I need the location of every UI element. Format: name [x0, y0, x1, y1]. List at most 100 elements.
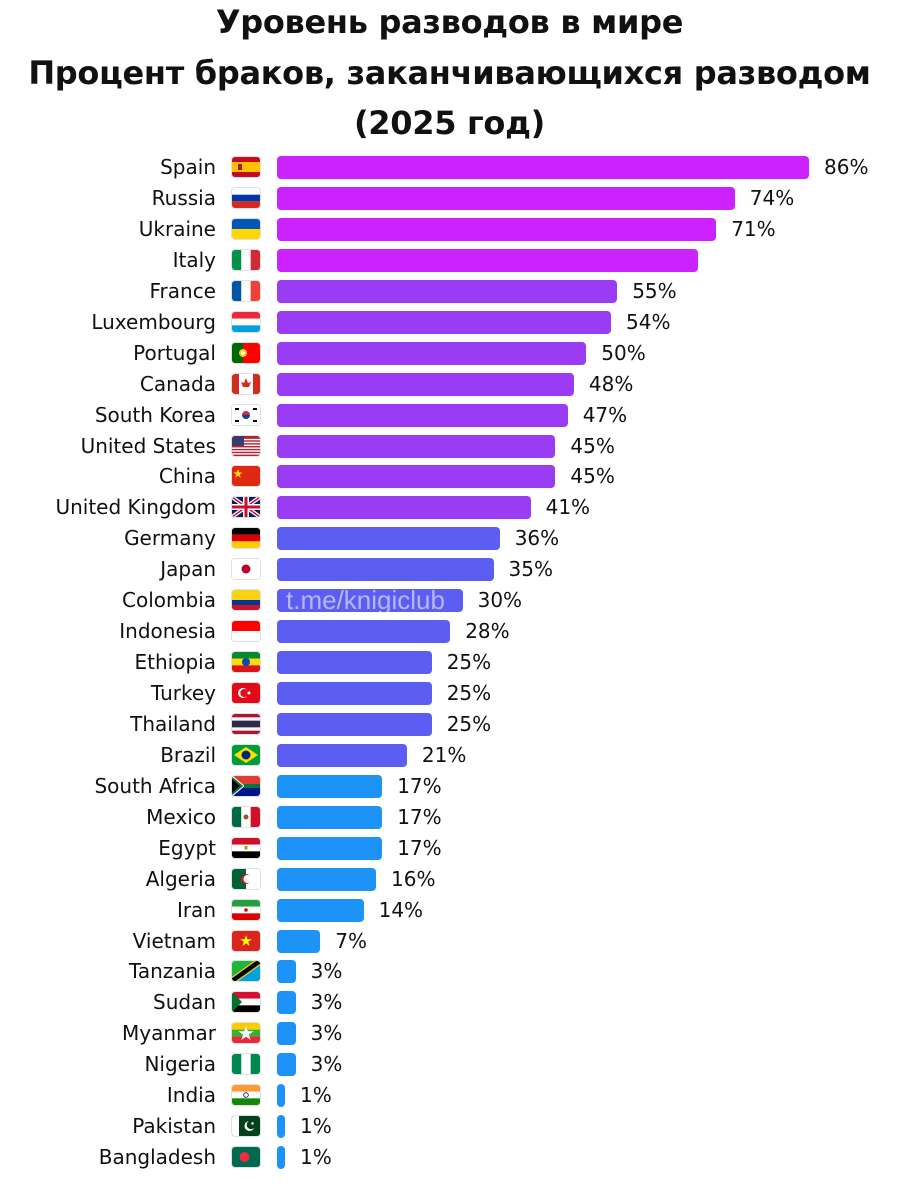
bar-row: France 55% [0, 276, 899, 307]
bar [277, 465, 556, 489]
bar-row: Canada 48% [0, 369, 899, 400]
value-label: 3% [310, 1052, 343, 1077]
value-label: 28% [465, 619, 510, 644]
japan-flag-icon [232, 559, 260, 580]
algeria-flag-icon [232, 868, 260, 889]
country-label: Russia [151, 185, 216, 210]
turkey-flag-icon [232, 683, 260, 703]
tanzania-flag-icon [232, 961, 260, 982]
country-label: Pakistan [132, 1114, 216, 1139]
bar-row: Italy [0, 245, 899, 276]
value-label: 25% [446, 711, 492, 736]
bar [277, 186, 735, 210]
country-label: Nigeria [144, 1052, 216, 1077]
value-label: 3% [310, 959, 343, 984]
country-label: Tanzania [128, 959, 216, 984]
ukraine-flag-icon [232, 218, 260, 239]
chart-year: (2025 год) [353, 104, 545, 142]
vietnam-flag-icon [232, 930, 260, 951]
value-label: 41% [545, 495, 591, 520]
bar-row: Iran 14% [0, 895, 899, 926]
bar-row: China 45% [0, 461, 899, 492]
brazil-flag-icon [232, 744, 260, 765]
value-label: 21% [421, 742, 467, 767]
bar [277, 960, 296, 984]
country-label: Indonesia [119, 619, 216, 644]
bar [277, 558, 494, 582]
bar [277, 805, 383, 829]
country-label: Germany [124, 526, 216, 551]
portugal-flag-icon [232, 342, 260, 363]
country-label: United Kingdom [55, 495, 216, 520]
bar-row: Portugal 50% [0, 338, 899, 369]
mexico-flag-icon [232, 806, 260, 827]
chart-subtitle: Процент браков, заканчивающихся разводом [28, 54, 871, 92]
bar [277, 620, 451, 644]
bar [277, 1146, 285, 1170]
south-korea-flag-icon [232, 404, 260, 425]
value-label: 35% [508, 557, 553, 582]
value-label: 17% [397, 835, 442, 860]
value-label: 74% [749, 185, 795, 210]
bar [277, 991, 296, 1015]
bar-row: India 1% [0, 1080, 899, 1111]
value-label: 3% [310, 990, 343, 1015]
bangladesh-flag-icon [232, 1147, 260, 1168]
bar-row: Nigeria 3% [0, 1049, 899, 1080]
country-label: United States [80, 433, 216, 458]
value-label: 55% [632, 278, 677, 303]
bar-row: United States 45% [0, 431, 899, 462]
value-label: 48% [588, 371, 634, 396]
country-label: Sudan [153, 990, 216, 1015]
bar-row: Vietnam 7% [0, 926, 899, 957]
country-label: Egypt [158, 835, 216, 860]
country-label: France [149, 278, 216, 303]
russia-flag-icon [232, 187, 260, 208]
united-kingdom-flag-icon [232, 497, 260, 518]
bar-row: Germany 36% [0, 523, 899, 554]
value-label: 1% [300, 1083, 332, 1108]
bar-row: Egypt 17% [0, 833, 899, 864]
value-label: 17% [397, 804, 442, 829]
country-label: Bangladesh [98, 1145, 216, 1170]
nigeria-flag-icon [232, 1054, 260, 1075]
canada-flag-icon [232, 373, 260, 394]
bar-row: South Africa 17% [0, 771, 899, 802]
country-label: South Korea [94, 402, 216, 427]
value-label: 17% [397, 773, 442, 798]
thailand-flag-icon [232, 713, 260, 734]
india-flag-icon [232, 1085, 260, 1106]
value-label: 1% [300, 1145, 332, 1170]
bar [277, 279, 618, 303]
bar [277, 898, 364, 922]
country-label: Turkey [150, 681, 216, 705]
bar-row: Indonesia 28% [0, 616, 899, 647]
country-label: Algeria [145, 866, 216, 891]
country-label: Canada [139, 371, 216, 396]
bar [277, 310, 611, 334]
germany-flag-icon [232, 528, 260, 549]
bar [277, 1084, 285, 1108]
bar [277, 682, 432, 705]
bar-row: Bangladesh 1% [0, 1142, 899, 1173]
italy-flag-icon [232, 249, 260, 270]
bar [277, 743, 407, 767]
myanmar-flag-icon [232, 1023, 260, 1044]
france-flag-icon [232, 280, 260, 301]
bar-row: Ethiopia 25% [0, 647, 899, 678]
bar-row: Thailand 25% [0, 709, 899, 740]
bar-row: Sudan 3% [0, 987, 899, 1018]
united-states-flag-icon [232, 435, 260, 456]
ethiopia-flag-icon [232, 652, 260, 672]
country-label: India [166, 1083, 216, 1108]
bar-row: Mexico 17% [0, 802, 899, 833]
value-label: 47% [582, 402, 628, 427]
bar [277, 527, 500, 551]
luxembourg-flag-icon [232, 311, 260, 332]
country-label: Luxembourg [91, 309, 216, 334]
iran-flag-icon [232, 899, 260, 920]
bar-row: Colombia 30% [0, 585, 899, 616]
value-label: 36% [514, 526, 560, 551]
bar-row: South Korea 47% [0, 400, 899, 431]
